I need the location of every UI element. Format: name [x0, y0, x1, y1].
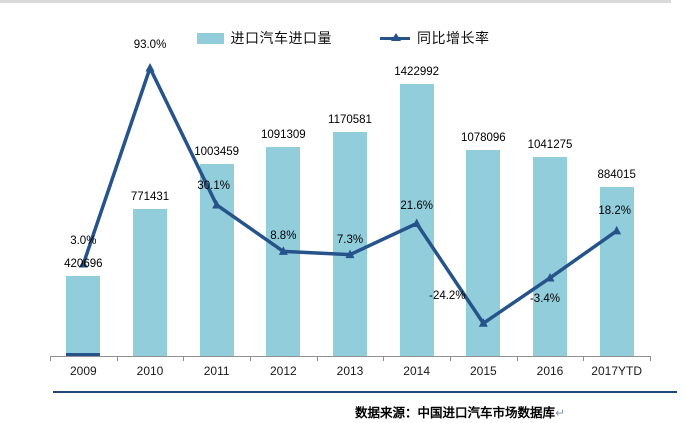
line-marker-2015	[478, 318, 488, 327]
legend: 进口汽车进口量 同比增长率	[0, 28, 686, 48]
x-axis-tick	[50, 356, 51, 361]
line-marker-2010	[145, 63, 155, 72]
bar-2010	[133, 208, 167, 356]
x-axis-tick	[650, 356, 651, 361]
bar-label-2012: 1091309	[260, 129, 306, 142]
line-label-2009: 3.0%	[70, 235, 97, 248]
line-label-2016: -3.4%	[529, 292, 561, 305]
line-marker-2009	[78, 259, 88, 268]
line-label-2015: -24.2%	[429, 290, 466, 303]
x-axis-tick	[316, 356, 318, 361]
x-axis-label-2016: 2016	[536, 364, 564, 378]
x-axis-tick	[116, 356, 118, 361]
line-marker-2014	[412, 218, 422, 228]
bar-2011	[199, 164, 234, 356]
bar-series-swatch-icon	[196, 32, 224, 44]
line-series-legend-label: 同比增长率	[417, 30, 490, 46]
x-axis-label-2014: 2014	[403, 364, 431, 378]
line-label-2014: 21.6%	[400, 199, 433, 212]
baseline-dash-2009	[66, 353, 101, 356]
x-axis-line	[50, 356, 650, 357]
line-label-2011: 30.1%	[197, 179, 230, 192]
legend-item-bar-series: 进口汽车进口量	[196, 28, 333, 48]
bar-label-2014: 1422992	[394, 66, 440, 78]
x-axis-label-2009: 2009	[69, 364, 97, 378]
x-axis-label-2013: 2013	[336, 364, 364, 378]
bar-label-2010: 771431	[130, 190, 170, 203]
x-axis-label-2010: 2010	[136, 364, 164, 378]
x-axis-tick	[383, 356, 385, 361]
line-label-2010: 93.0%	[133, 39, 167, 51]
source-note: 数据来源：中国进口汽车市场数据库↵	[355, 402, 565, 421]
bar-2009	[66, 275, 101, 356]
bar-2013	[333, 132, 367, 356]
bar-label-2016: 1041275	[527, 138, 573, 151]
bar-2017YTD	[599, 187, 634, 356]
x-axis-tick	[583, 356, 585, 361]
line-marker-2017YTD	[612, 225, 622, 235]
line-marker-2013	[345, 249, 355, 259]
x-axis-label-2011: 2011	[203, 364, 230, 378]
x-axis-label-2017YTD: 2017YTD	[591, 364, 643, 378]
line-label-2017YTD: 18.2%	[598, 204, 631, 217]
x-axis-label-2012: 2012	[269, 364, 297, 378]
line-marker-2016	[545, 272, 555, 282]
line-label-2013: 7.3%	[336, 233, 364, 246]
bottom-divider	[53, 391, 677, 393]
x-axis-tick	[516, 356, 518, 361]
line-marker-2012	[278, 246, 288, 255]
x-axis-label-2015: 2015	[469, 364, 497, 378]
source-note-text: 数据来源：中国进口汽车市场数据库	[355, 406, 556, 420]
bar-label-2011: 1003459	[194, 146, 240, 159]
bar-label-2009: 420696	[64, 257, 103, 270]
bar-2016	[533, 156, 567, 356]
bar-label-2017YTD: 884015	[597, 169, 636, 182]
line-marker-2011	[212, 199, 222, 209]
line-label-2012: 8.8%	[270, 230, 297, 243]
x-axis-tick	[183, 356, 185, 361]
bar-label-2015: 1078096	[460, 131, 506, 144]
bar-series-legend-label: 进口汽车进口量	[230, 30, 332, 46]
top-divider	[0, 0, 671, 3]
line-series-sample-icon	[380, 32, 410, 44]
paragraph-return-mark: ↵	[555, 406, 566, 420]
x-axis-tick	[250, 356, 251, 361]
bar-label-2013: 1170581	[328, 114, 372, 127]
x-axis-tick	[450, 356, 451, 361]
legend-item-line-series: 同比增长率	[380, 28, 490, 48]
